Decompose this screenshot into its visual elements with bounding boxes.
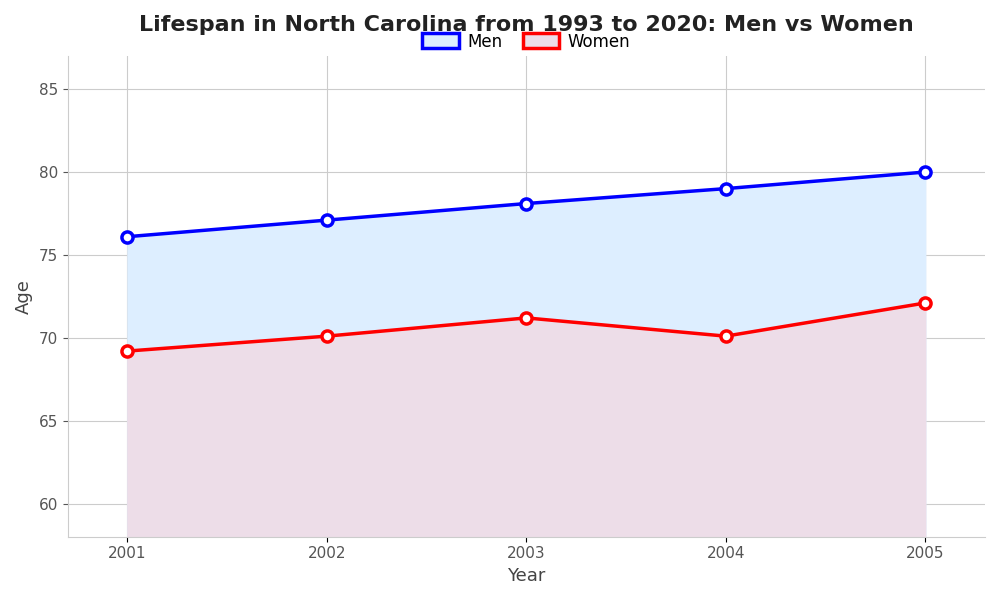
Y-axis label: Age: Age [15, 279, 33, 314]
Legend: Men, Women: Men, Women [416, 26, 637, 57]
Title: Lifespan in North Carolina from 1993 to 2020: Men vs Women: Lifespan in North Carolina from 1993 to … [139, 15, 914, 35]
X-axis label: Year: Year [507, 567, 546, 585]
